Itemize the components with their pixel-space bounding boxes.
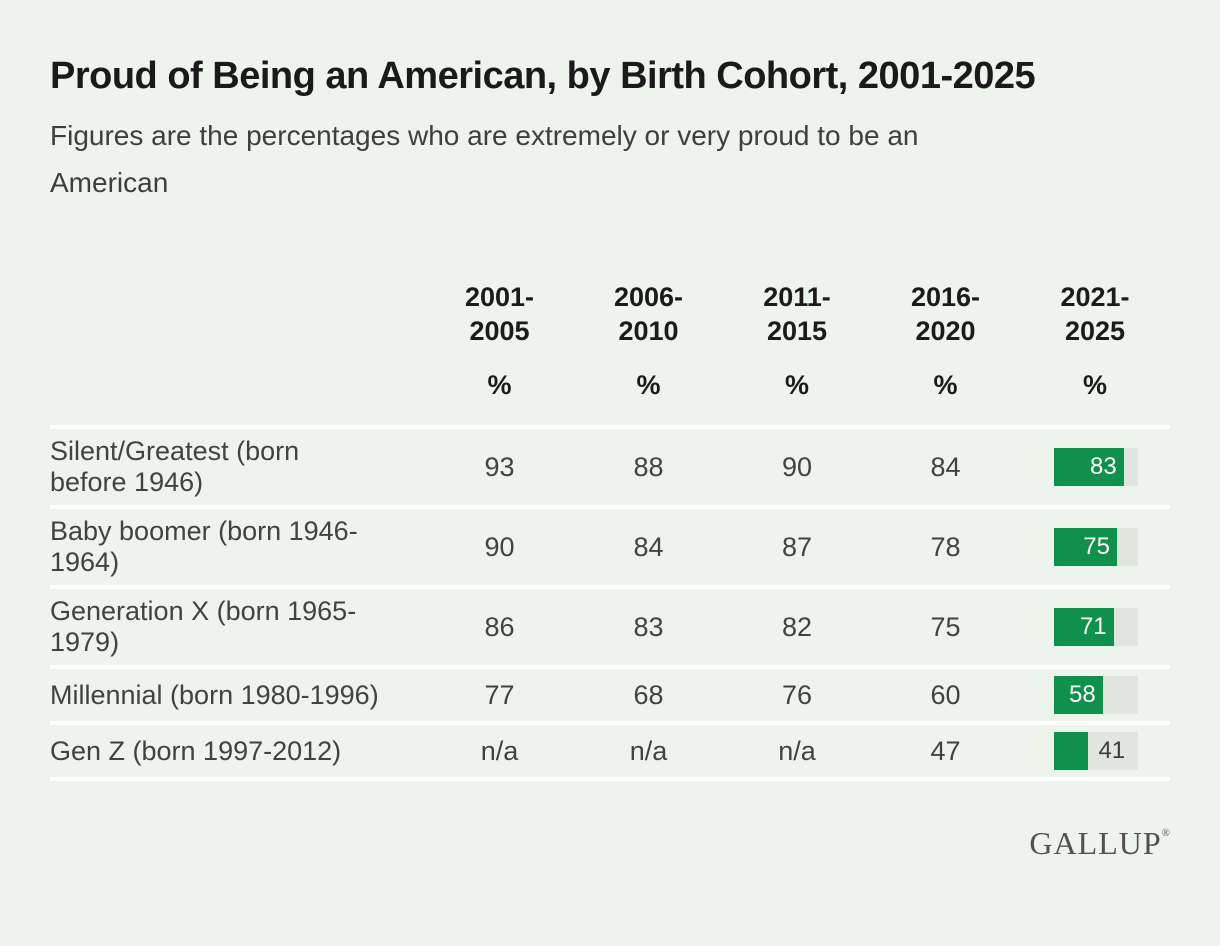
table-row-generation-x: Generation X (born 1965- 1979) 86 83 82 … (50, 589, 1170, 669)
unit-label: % (1082, 370, 1107, 400)
value-cell: 86 (484, 611, 515, 642)
gallup-logo: GALLUP® (50, 825, 1170, 862)
bar-fill (1054, 448, 1124, 486)
bar-value-label: 71 (1079, 613, 1107, 640)
value-cell: 68 (633, 679, 664, 710)
bar-cell: 71 (1020, 608, 1170, 646)
value-cell: 47 (930, 735, 961, 766)
table-row-gen-z: Gen Z (born 1997-2012) n/a n/a n/a 47 41 (50, 725, 1170, 777)
column-header-2001-2005: 2001- 2005 (464, 282, 535, 346)
column-header-2011-2015: 2011- 2015 (763, 282, 831, 346)
value-cell: 77 (484, 679, 515, 710)
table-row-millennial: Millennial (born 1980-1996) 77 68 76 60 … (50, 669, 1170, 725)
value-cell: 60 (930, 679, 961, 710)
registered-trademark-icon: ® (1161, 827, 1170, 839)
bar-track: 75 (1054, 528, 1138, 566)
bar-cell: 83 (1020, 448, 1170, 486)
bar-value-label: 83 (1090, 453, 1117, 480)
bar-fill (1054, 676, 1103, 714)
value-cell: 90 (484, 531, 515, 562)
bar-fill (1054, 528, 1117, 566)
value-cell: 87 (781, 531, 813, 562)
chart-subtitle-line2: American (50, 167, 169, 198)
bar-track: 58 (1054, 676, 1138, 714)
table-header-row: 2001- 2005 2006- 2010 2011- 2015 2016- 2… (50, 280, 1170, 348)
bar-track: 41 (1054, 732, 1138, 770)
bar-fill (1054, 608, 1114, 646)
bar-fill (1054, 732, 1089, 770)
value-cell: n/a (480, 735, 519, 766)
column-header-2016-2020: 2016- 2020 (910, 282, 981, 346)
table-row-baby-boomer: Baby boomer (born 1946- 1964) 90 84 87 7… (50, 509, 1170, 589)
bar-track: 83 (1054, 448, 1138, 486)
gallup-chart-card: Proud of Being an American, by Birth Coh… (0, 54, 1220, 946)
row-label: Silent/Greatest (born before 1946) (50, 436, 300, 497)
row-label: Generation X (born 1965- 1979) (50, 596, 357, 657)
value-cell: 84 (930, 451, 961, 482)
value-cell: n/a (629, 735, 668, 766)
value-cell: 82 (781, 611, 813, 642)
value-cell: 93 (484, 451, 515, 482)
value-cell: n/a (778, 735, 816, 766)
bar-value-label: 58 (1069, 681, 1096, 708)
column-header-2006-2010: 2006- 2010 (613, 282, 684, 346)
row-label: Baby boomer (born 1946- 1964) (50, 516, 358, 577)
unit-label: % (487, 370, 512, 400)
unit-label: % (933, 370, 958, 400)
chart-subtitle: Figures are the percentages who are extr… (50, 112, 1170, 206)
bar-track: 71 (1054, 608, 1138, 646)
value-cell: 90 (781, 451, 813, 482)
value-cell: 78 (930, 531, 961, 562)
column-header-2021-2025: 2021- 2025 (1060, 282, 1130, 346)
unit-label: % (784, 370, 809, 400)
bar-cell: 58 (1020, 676, 1170, 714)
table-row-silent-greatest: Silent/Greatest (born before 1946) 93 88… (50, 429, 1170, 509)
row-label: Millennial (born 1980-1996) (50, 679, 379, 710)
table-unit-row: % % % % % (50, 370, 1170, 401)
value-cell: 75 (930, 611, 961, 642)
value-cell: 83 (633, 611, 664, 642)
gallup-logo-text: GALLUP (1029, 825, 1162, 861)
bar-value-label: 41 (1098, 737, 1126, 764)
value-cell: 76 (781, 679, 813, 710)
chart-subtitle-line1: Figures are the percentages who are extr… (50, 120, 919, 151)
value-cell: 84 (633, 531, 664, 562)
row-label: Gen Z (born 1997-2012) (50, 735, 342, 766)
unit-label: % (636, 370, 661, 400)
bar-cell: 41 (1020, 732, 1170, 770)
value-cell: 88 (633, 451, 664, 482)
bar-cell: 75 (1020, 528, 1170, 566)
chart-title: Proud of Being an American, by Birth Coh… (50, 55, 1036, 97)
bar-value-label: 75 (1083, 533, 1110, 560)
table-body: Silent/Greatest (born before 1946) 93 88… (50, 425, 1170, 781)
